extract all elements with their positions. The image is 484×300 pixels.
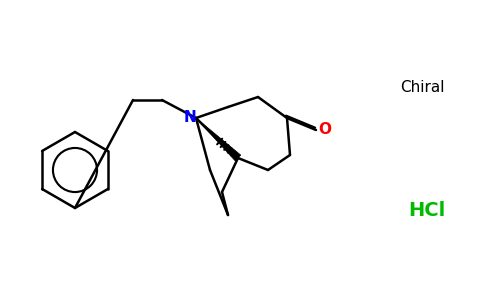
Text: HCl: HCl — [408, 200, 445, 220]
Text: N: N — [183, 110, 197, 125]
Polygon shape — [196, 118, 241, 161]
Text: O: O — [318, 122, 332, 137]
Text: Chiral: Chiral — [400, 80, 444, 95]
